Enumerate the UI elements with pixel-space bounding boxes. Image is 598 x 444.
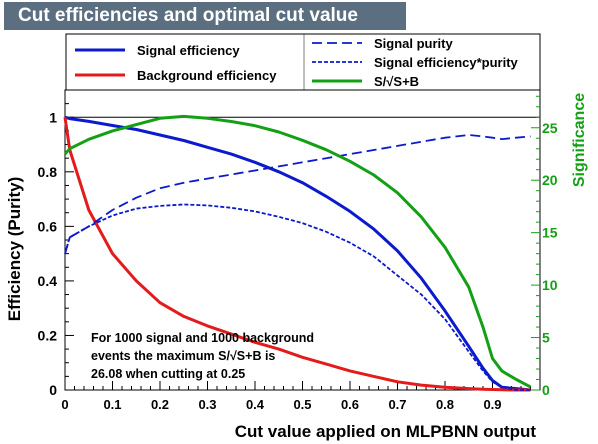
x-axis-label: Cut value applied on MLPBNN output — [235, 422, 537, 441]
series-line-0 — [64, 115, 531, 392]
y2-tick-label: 20 — [542, 172, 558, 188]
y-tick-label: 0.8 — [38, 164, 58, 180]
series-line-3 — [64, 203, 531, 391]
x-tick-label: 0 — [61, 397, 68, 412]
series-line-4 — [63, 114, 532, 389]
y2-axis-label: Significance — [571, 93, 588, 187]
x-tick-label: 0.8 — [436, 397, 454, 412]
series-line-1 — [63, 117, 531, 392]
legend-label-2: Signal purity — [374, 36, 454, 51]
legend-label-4: S/√S+B — [374, 74, 419, 89]
y2-tick-label: 25 — [542, 120, 558, 136]
annotation: For 1000 signal and 1000 background even… — [91, 331, 314, 381]
legend-label-1: Background efficiency — [137, 68, 277, 83]
series-line-2 — [64, 134, 531, 254]
chart-title: Cut efficiencies and optimal cut value — [4, 2, 406, 30]
y2-tick-label: 15 — [542, 225, 558, 241]
annotation-line-2: events the maximum S/√S+B is — [91, 349, 275, 363]
x-tick-label: 0.2 — [151, 397, 169, 412]
y2-tick-label: 0 — [542, 382, 550, 398]
y-tick-label: 0 — [49, 382, 57, 398]
y2-tick-label: 5 — [542, 330, 550, 346]
x-tick-label: 0.7 — [388, 397, 406, 412]
legend-label-0: Signal efficiency — [137, 43, 240, 58]
x-tick-label: 0.6 — [341, 397, 359, 412]
legend — [65, 33, 541, 91]
annotation-line-3: 26.08 when cutting at 0.25 — [91, 367, 245, 381]
x-tick-label: 0.4 — [246, 397, 265, 412]
x-tick-label: 0.1 — [103, 397, 121, 412]
y-tick-label: 1 — [49, 109, 57, 125]
annotation-line-1: For 1000 signal and 1000 background — [91, 331, 314, 345]
y-tick-label: 0.4 — [38, 273, 58, 289]
x-tick-label: 0.5 — [293, 397, 311, 412]
y2-tick-label: 10 — [542, 277, 558, 293]
y-axis-label: Efficiency (Purity) — [5, 177, 24, 322]
legend-label-3: Signal efficiency*purity — [374, 55, 519, 70]
x-tick-label: 0.3 — [198, 397, 216, 412]
x-tick-label: 0.9 — [483, 397, 501, 412]
y-tick-label: 0.6 — [38, 218, 58, 234]
y-tick-label: 0.2 — [38, 327, 58, 343]
